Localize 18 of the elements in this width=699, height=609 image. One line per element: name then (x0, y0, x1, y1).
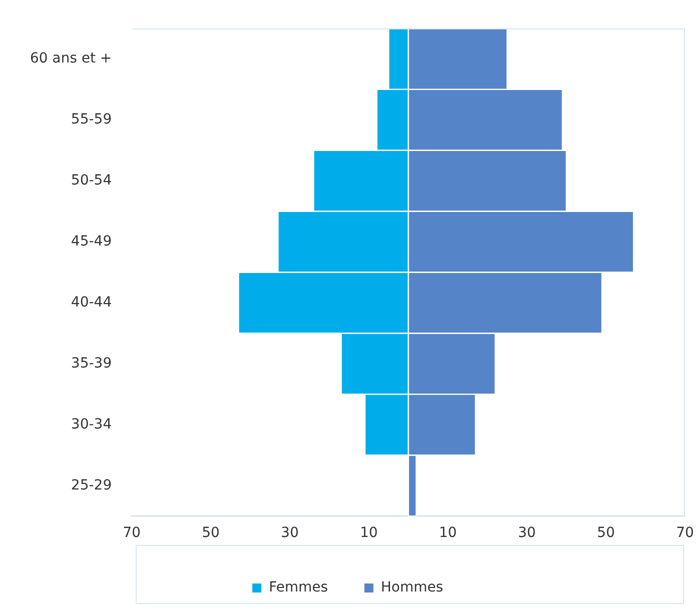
y-tick-label: 50-54 (71, 172, 112, 188)
x-tick-label: 70 (676, 525, 694, 542)
y-tick-label: 45-49 (71, 233, 112, 250)
y-tick-label: 30-34 (71, 416, 112, 432)
y-tick-label: 60 ans et + (30, 50, 112, 67)
y-tick-label: 25-29 (71, 477, 112, 494)
x-tick-label: 30 (518, 525, 536, 542)
y-tick-label: 35-39 (71, 355, 112, 372)
y-tick-label: 40-44 (71, 294, 112, 310)
x-tick-label: 30 (280, 525, 299, 542)
legend-label: Femmes (268, 580, 328, 596)
x-tick-label: 10 (438, 525, 457, 542)
legend-label: Hommes (380, 580, 444, 596)
x-tick-label: 50 (202, 525, 220, 542)
x-tick-label: 50 (597, 525, 615, 542)
x-tick-label: 10 (360, 525, 378, 542)
y-tick-label: 55-59 (71, 112, 112, 128)
x-tick-label: 70 (122, 525, 141, 542)
